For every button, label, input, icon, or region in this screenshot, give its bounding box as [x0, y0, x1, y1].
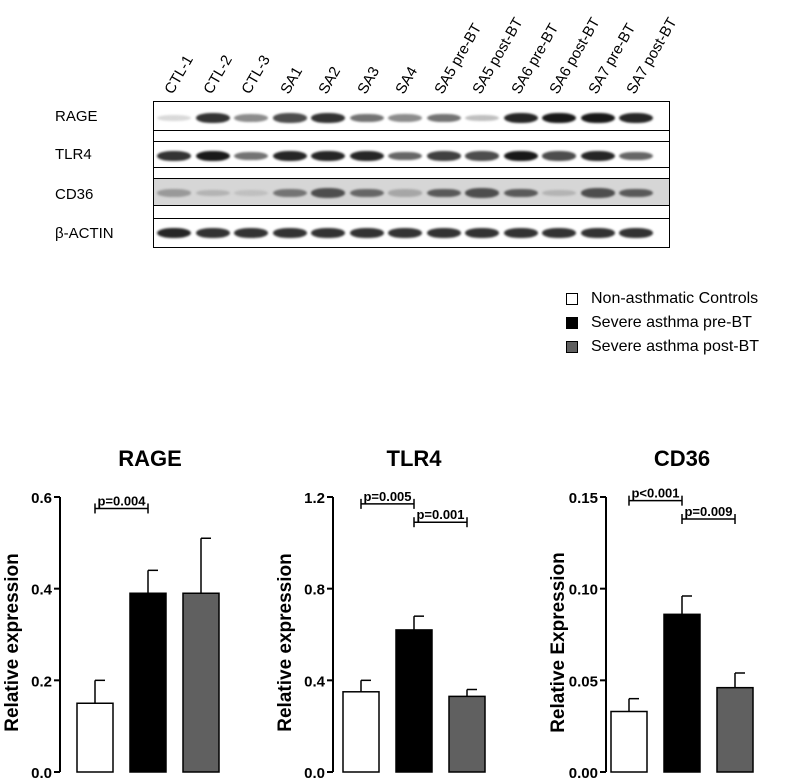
blot-band [195, 150, 230, 162]
y-axis-label: Relative Expression [548, 552, 569, 733]
blot-band [503, 228, 538, 238]
blot-band [349, 228, 384, 238]
blot-strip [153, 141, 670, 168]
y-axis-label: Relative expression [2, 553, 23, 731]
blot-band [272, 188, 307, 198]
blot-row-label: CD36 [55, 186, 94, 203]
bar [716, 686, 754, 773]
blot-band [234, 228, 268, 238]
blot-band [542, 112, 576, 124]
y-tick-label: 0.8 [304, 582, 325, 599]
blot-band [465, 151, 499, 161]
y-tick-label: 0.05 [569, 673, 598, 690]
blot-band [349, 150, 384, 162]
blot-band [311, 188, 345, 198]
blot-row-label: RAGE [55, 108, 98, 125]
blot-strip [153, 178, 670, 206]
p-value-label: p=0.009 [684, 504, 732, 519]
y-tick-label: 0.10 [569, 582, 598, 599]
blot-band [234, 189, 268, 197]
y-tick-label: 0.6 [31, 490, 52, 507]
y-tick-label: 0.0 [31, 765, 52, 782]
chart-title: RAGE [118, 446, 182, 471]
p-value-label: p<0.001 [631, 486, 679, 501]
p-value-label: p=0.001 [416, 507, 464, 522]
blot-band [503, 188, 538, 198]
legend-swatch-controls [566, 293, 578, 305]
y-tick-label: 0.4 [304, 673, 326, 690]
y-tick-label: 0.4 [31, 582, 53, 599]
blot-band [272, 150, 307, 162]
blot-band [426, 151, 461, 161]
blot-band [580, 228, 615, 238]
blot-band [349, 113, 384, 123]
blot-band [503, 112, 538, 124]
blot-band [234, 114, 268, 122]
blot-band [426, 113, 461, 123]
blot-row-label: TLR4 [55, 146, 92, 163]
y-tick-label: 0.0 [304, 765, 325, 782]
bar [448, 695, 486, 773]
bar [182, 592, 220, 773]
bar [610, 710, 648, 773]
blot-band [349, 188, 384, 198]
y-axis-label: Relative expression [275, 553, 296, 731]
blot-band [311, 113, 345, 123]
blot-band [195, 189, 230, 197]
p-value-label: p=0.004 [97, 493, 146, 508]
blot-band [619, 112, 653, 124]
blot-band [426, 188, 461, 198]
blot-band [157, 115, 191, 121]
chart-title: CD36 [654, 446, 710, 471]
legend-swatch-pre-bt [566, 317, 578, 329]
blot-band [542, 228, 576, 238]
blot-band [195, 113, 230, 123]
bar [129, 592, 167, 773]
legend-label: Non-asthmatic Controls [591, 290, 759, 307]
blot-band [388, 189, 422, 197]
blot-band [619, 151, 653, 161]
blot-band [465, 188, 499, 198]
p-value-label: p=0.005 [363, 489, 411, 504]
blot-band [311, 150, 345, 162]
blot-band [157, 189, 191, 197]
blot-band [426, 228, 461, 238]
blot-band [619, 188, 653, 198]
bar [342, 691, 380, 773]
y-tick-label: 0.15 [569, 490, 598, 507]
blot-band [234, 151, 268, 161]
y-tick-label: 0.00 [569, 765, 598, 782]
blot-row-label: β-ACTIN [55, 225, 114, 242]
legend-swatch-post-bt [566, 341, 578, 353]
blot-band [388, 114, 422, 122]
blot-band [157, 227, 191, 239]
blot-band [542, 151, 576, 161]
blot-strip [153, 101, 670, 131]
blot-strip [153, 218, 670, 248]
legend-label: Severe asthma post-BT [591, 338, 760, 355]
blot-band [388, 151, 422, 161]
blot-band [542, 189, 576, 197]
blot-band [388, 228, 422, 238]
blot-band [272, 228, 307, 238]
blot-band [580, 150, 615, 162]
blot-band [465, 114, 499, 122]
blot-band [580, 112, 615, 124]
blot-band [619, 228, 653, 238]
chart-title: TLR4 [387, 446, 443, 471]
y-tick-label: 1.2 [304, 490, 325, 507]
blot-band [157, 151, 191, 161]
y-tick-label: 0.2 [31, 673, 52, 690]
legend-label: Severe asthma pre-BT [591, 314, 752, 331]
blot-band [311, 228, 345, 238]
bar [395, 629, 433, 773]
blot-band [503, 150, 538, 162]
blot-band [580, 188, 615, 198]
bar [663, 613, 701, 773]
blot-band [195, 228, 230, 238]
bar [76, 702, 114, 773]
blot-band [465, 228, 499, 238]
blot-band [272, 113, 307, 123]
